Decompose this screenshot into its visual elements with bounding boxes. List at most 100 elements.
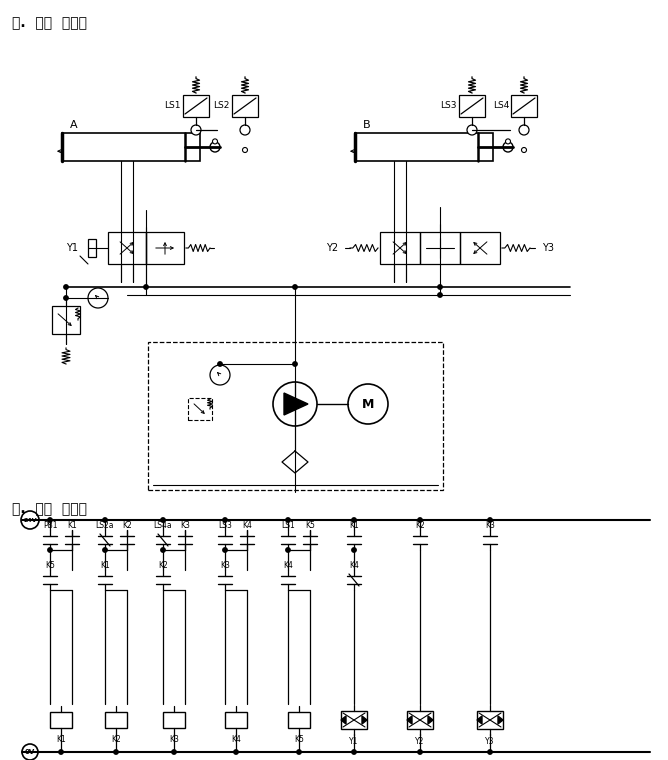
- Circle shape: [64, 285, 68, 290]
- Circle shape: [212, 139, 218, 144]
- Text: PB1: PB1: [43, 521, 57, 530]
- Circle shape: [223, 548, 227, 553]
- Bar: [460, 232, 500, 264]
- Text: K1: K1: [56, 736, 66, 745]
- Circle shape: [161, 518, 165, 522]
- Circle shape: [161, 548, 165, 553]
- Text: 가.  유압  회로도: 가. 유압 회로도: [12, 16, 87, 30]
- Circle shape: [522, 147, 526, 153]
- Text: LS4a: LS4a: [154, 521, 172, 530]
- Circle shape: [293, 362, 297, 366]
- Text: Y3: Y3: [542, 243, 554, 253]
- Text: K5: K5: [294, 736, 304, 745]
- Text: K4: K4: [231, 736, 241, 745]
- Circle shape: [242, 147, 248, 153]
- Text: K3: K3: [220, 561, 230, 569]
- Text: 나.  전기  회로도: 나. 전기 회로도: [12, 502, 87, 516]
- Text: K3: K3: [180, 521, 190, 530]
- Text: Y2: Y2: [326, 243, 338, 253]
- Text: LS3: LS3: [440, 102, 457, 110]
- Circle shape: [210, 142, 220, 152]
- Bar: [148, 342, 443, 490]
- Circle shape: [210, 365, 230, 385]
- Text: LS1: LS1: [164, 102, 181, 110]
- Text: Y3: Y3: [485, 736, 495, 746]
- Bar: [52, 306, 80, 334]
- Bar: [420, 232, 460, 264]
- Circle shape: [191, 125, 201, 135]
- Bar: [146, 232, 184, 264]
- Circle shape: [21, 511, 39, 529]
- Text: K2: K2: [158, 561, 168, 569]
- Circle shape: [114, 750, 118, 754]
- Bar: [183, 95, 209, 117]
- Text: LS4: LS4: [492, 102, 509, 110]
- Bar: [188, 398, 212, 420]
- Bar: [341, 711, 367, 729]
- Circle shape: [172, 750, 176, 754]
- Circle shape: [103, 518, 107, 522]
- Bar: [288, 712, 310, 728]
- Text: K1: K1: [67, 521, 77, 530]
- Text: K4: K4: [349, 561, 359, 569]
- Circle shape: [240, 125, 250, 135]
- Text: 24V: 24V: [23, 518, 37, 523]
- Circle shape: [519, 125, 529, 135]
- Text: LS1: LS1: [281, 521, 295, 530]
- Bar: [105, 712, 127, 728]
- Text: K2: K2: [415, 521, 425, 530]
- Text: K4: K4: [283, 561, 293, 569]
- Bar: [50, 712, 72, 728]
- Bar: [163, 712, 185, 728]
- Circle shape: [103, 548, 107, 553]
- Text: K4: K4: [242, 521, 252, 530]
- Bar: [511, 95, 537, 117]
- Circle shape: [286, 548, 290, 553]
- Bar: [108, 232, 146, 264]
- Circle shape: [488, 750, 492, 754]
- Circle shape: [223, 518, 227, 522]
- Text: K5: K5: [305, 521, 315, 530]
- Circle shape: [286, 518, 290, 522]
- Bar: [477, 711, 503, 729]
- Circle shape: [348, 384, 388, 424]
- Text: K3: K3: [169, 736, 179, 745]
- Bar: [407, 711, 433, 729]
- Circle shape: [438, 285, 442, 290]
- Circle shape: [503, 142, 513, 152]
- Text: A: A: [70, 120, 77, 130]
- Text: K1: K1: [349, 521, 359, 530]
- Polygon shape: [477, 716, 482, 724]
- Bar: [380, 232, 420, 264]
- Circle shape: [48, 548, 52, 553]
- Bar: [459, 95, 485, 117]
- Text: LS2a: LS2a: [96, 521, 114, 530]
- Bar: [88, 239, 96, 257]
- Circle shape: [438, 293, 442, 297]
- Circle shape: [418, 518, 422, 522]
- Bar: [355, 133, 493, 161]
- Polygon shape: [498, 716, 503, 724]
- Text: M: M: [362, 397, 374, 410]
- Text: K5: K5: [45, 561, 55, 569]
- Polygon shape: [407, 716, 412, 724]
- Bar: [225, 712, 247, 728]
- Text: B: B: [363, 120, 371, 130]
- Circle shape: [352, 518, 356, 522]
- Bar: [232, 95, 258, 117]
- Text: LS2: LS2: [214, 102, 230, 110]
- Circle shape: [293, 285, 297, 290]
- Polygon shape: [428, 716, 433, 724]
- Circle shape: [467, 125, 477, 135]
- Text: K2: K2: [122, 521, 132, 530]
- Circle shape: [234, 750, 238, 754]
- Circle shape: [144, 285, 148, 290]
- Circle shape: [273, 382, 317, 426]
- Polygon shape: [362, 716, 367, 724]
- Circle shape: [297, 750, 301, 754]
- Circle shape: [352, 548, 356, 553]
- Text: K2: K2: [111, 736, 121, 745]
- Circle shape: [352, 750, 356, 754]
- Text: Y2: Y2: [415, 736, 425, 746]
- Text: K3: K3: [485, 521, 495, 530]
